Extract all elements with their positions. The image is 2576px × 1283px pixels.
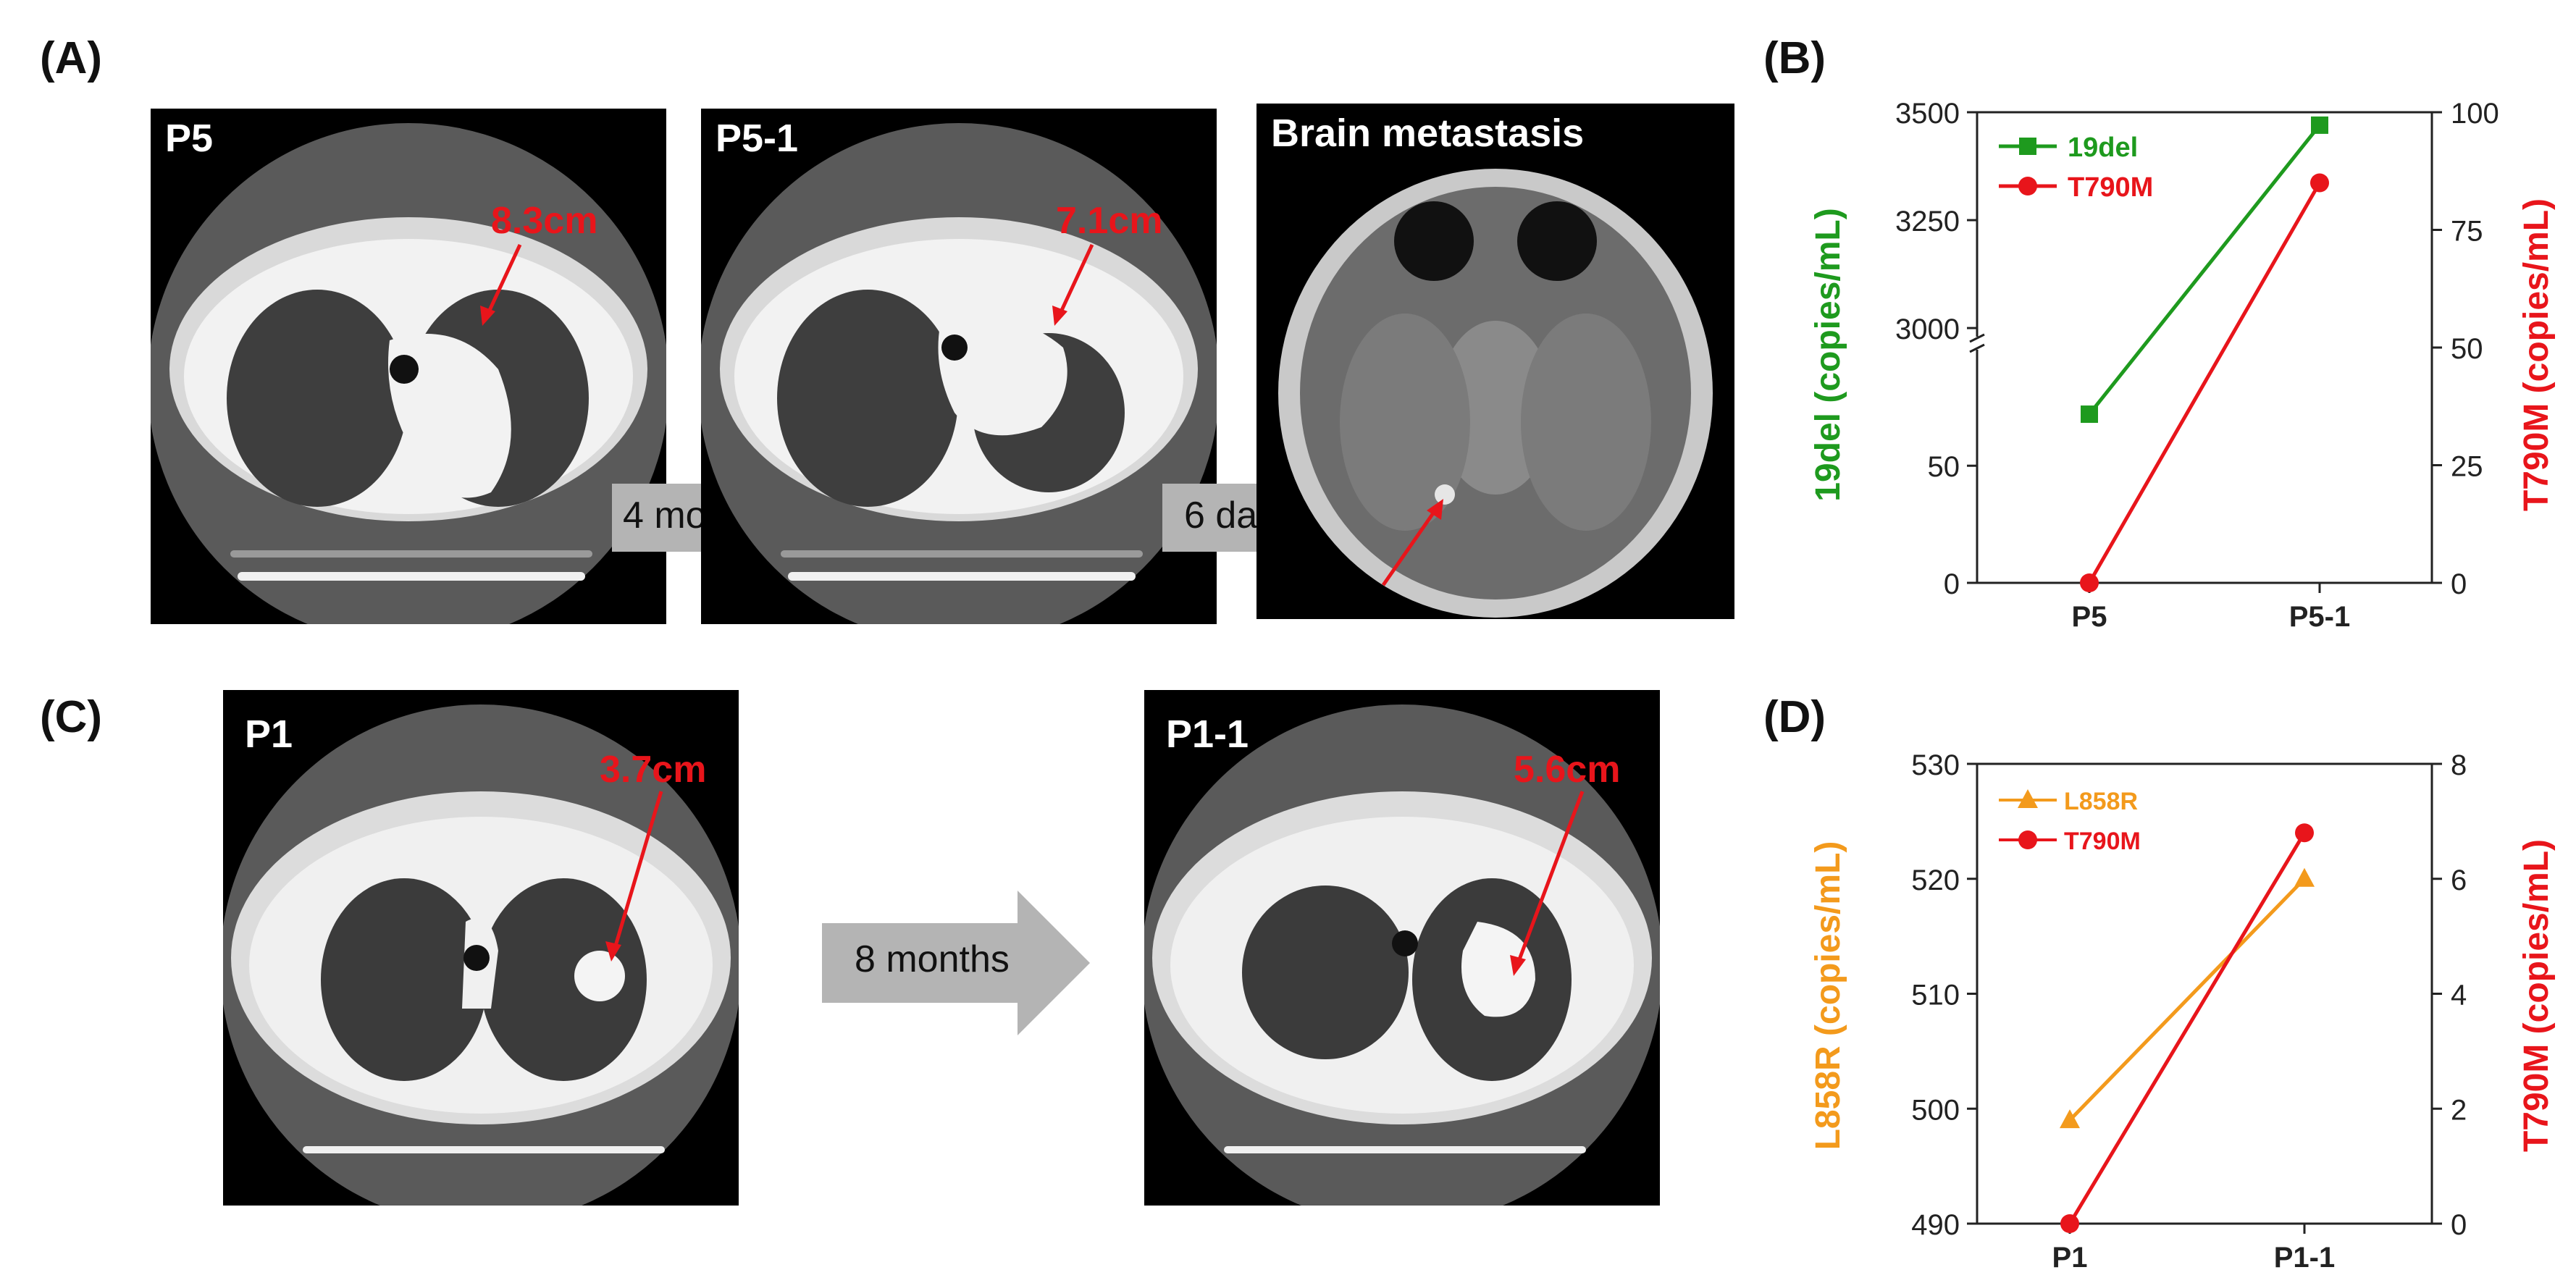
legend-label: 19del [2068,132,2138,163]
square-marker [2311,116,2328,134]
tick-label: P1-1 [2274,1242,2336,1274]
tick-label: 500 [1911,1094,1960,1126]
tick-label: 2 [2451,1094,2467,1126]
ct-scan-p1: P1 3.7cm [223,690,739,1206]
scan-label: P5-1 [716,117,799,160]
tick-label: P5 [2072,601,2107,633]
right-axis-ticks: 0 25 50 75 100 [2432,98,2499,600]
scan-label: P5 [165,117,214,160]
tick-label: 4 [2451,980,2467,1011]
left-axis-ticks: 490 500 510 520 530 [1911,749,1977,1241]
chart-panel-d: 490 500 510 520 530 0 2 4 6 8 P1 P1-1 L858R T790M … [1809,749,2556,1274]
plot-frame [1976,762,2433,1225]
circle-marker [2310,173,2329,193]
tick-label: 3500 [1895,98,1960,130]
panel-d-label: (D) [1763,692,1826,742]
series-line [2068,831,2307,1225]
square-marker [2019,138,2036,155]
tick-label: 3000 [1895,314,1960,345]
plot-frame [1976,111,2433,584]
tick-label: P5-1 [2289,601,2351,633]
series-break-gap [2148,333,2161,346]
left-axis-label: 19del (copies/mL) [1809,208,1847,501]
tick-label: 0 [2451,568,2467,600]
right-axis-ticks: 0 2 4 6 8 [2432,749,2467,1241]
tick-label: 0 [2451,1209,2467,1241]
x-axis-ticks: P1 P1-1 [2052,1224,2336,1274]
triangle-marker [2294,867,2315,887]
time-arrow-8-months [822,891,1090,1035]
ct-scan-p5: P5 8.3cm [151,109,666,624]
legend: L858R T790M [1999,788,2141,855]
annotation-arrow [1510,791,1585,976]
axis-break [1968,333,1986,353]
square-marker [2081,405,2098,424]
tick-label: 530 [1911,749,1960,781]
tick-label: 0 [1944,568,1960,600]
panel-c-label: (C) [40,692,103,742]
scan-label: P1-1 [1166,712,1249,756]
right-axis-label: T790M (copies/mL) [2517,198,2556,511]
tick-label: 50 [1928,451,1960,483]
chart-series [2060,823,2315,1233]
mri-scan-brain-metastasis: Brain metastasis [1256,104,1734,619]
scan-label: Brain metastasis [1271,112,1585,155]
tick-label: P1 [2052,1242,2088,1274]
circle-marker [2295,823,2314,843]
chart-panel-b: 0 50 3000 3250 3500 0 25 50 75 100 P5 P5-1 19del T… [1809,98,2556,633]
ct-scan-p5-1-image [701,123,1217,624]
annotation-arrow [1381,499,1443,586]
circle-marker [2018,830,2037,849]
tick-label: 3250 [1895,206,1960,237]
tick-label: 100 [2451,98,2499,130]
annotation-arrow [480,243,522,326]
tick-label: 490 [1911,1209,1960,1241]
tumor-size-label: 5.6cm [1514,749,1621,791]
ct-scan-p5-image [151,123,666,624]
ct-scan-p1-image [223,704,739,1206]
tumor-size-label: 7.1cm [1056,200,1163,242]
circle-marker [2060,1214,2079,1233]
mri-scan-image [1278,169,1713,618]
ct-scan-p1-1-image [1144,704,1660,1206]
tick-label: 75 [2451,216,2483,248]
x-axis-ticks: P5 P5-1 [2072,583,2351,633]
tick-label: 50 [2451,333,2483,365]
series-line [2068,878,2306,1122]
triangle-marker [2018,789,2038,808]
tick-label: 520 [1911,865,1960,896]
ct-scan-p1-1: P1-1 5.6cm [1144,690,1660,1206]
triangle-marker [2060,1109,2080,1129]
panel-a-label: (A) [40,33,103,83]
annotation-arrow [1052,243,1094,326]
time-arrow-label: 8 months [855,938,1010,980]
left-axis-label: L858R (copies/mL) [1809,841,1847,1151]
circle-marker [2080,573,2099,592]
circle-marker [2018,177,2037,195]
tick-label: 25 [2451,451,2483,483]
tumor-size-label: 8.3cm [491,200,598,242]
right-axis-label: T790M (copies/mL) [2517,839,2556,1152]
tick-label: 8 [2451,749,2467,781]
ct-scan-p5-1: P5-1 7.1cm [701,109,1217,624]
legend-label: T790M [2068,172,2153,203]
legend: 19del T790M [1999,132,2153,203]
panel-b-label: (B) [1763,33,1826,83]
tick-label: 6 [2451,865,2467,896]
series-line [2087,182,2322,584]
scan-label: P1 [245,712,293,756]
annotation-arrow [605,791,663,962]
chart-series [2080,116,2329,592]
legend-label: T790M [2064,828,2141,855]
left-axis-ticks: 0 50 3000 3250 3500 [1895,98,1977,600]
series-line [2088,124,2321,416]
tumor-size-label: 3.7cm [600,749,707,791]
legend-label: L858R [2064,788,2138,815]
tick-label: 510 [1911,980,1960,1011]
